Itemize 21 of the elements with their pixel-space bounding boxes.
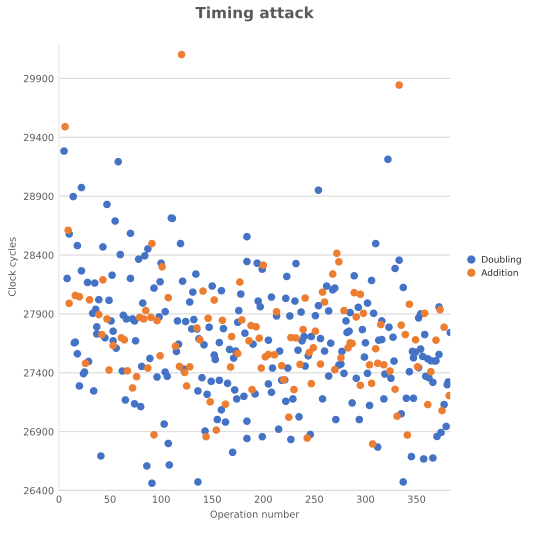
x-tick-label: 50 [104,496,116,503]
y-tick-label: 26900 [24,428,54,436]
y-tick-label: 29900 [24,74,54,82]
x-axis-title: Operation number [210,510,300,520]
y-tick-label: 29400 [24,134,54,142]
y-tick-label: 26400 [24,486,54,494]
legend-label: Addition [481,269,518,276]
y-tick-label: 28400 [24,252,54,259]
legend-label: Doubling [482,256,521,265]
x-tick-label: 250 [306,496,323,503]
chart-title: Timing attack [195,6,314,22]
x-tick-label: 300 [356,496,374,503]
y-tick-label: 28900 [24,192,54,200]
y-tick-label: 27900 [24,310,54,318]
x-tick-label: 350 [408,496,426,503]
x-tick-label: 200 [254,496,272,503]
y-axis-title: Clock cycles [8,237,18,296]
x-tick-label: 0 [56,496,62,503]
x-tick-label: 100 [152,496,170,503]
y-tick-label: 27400 [24,369,54,377]
x-tick-label: 150 [204,496,221,503]
